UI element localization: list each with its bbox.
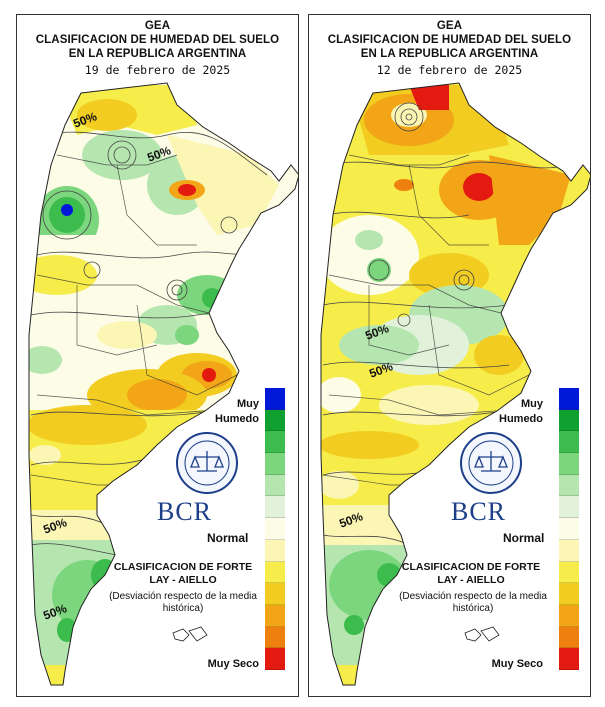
map-panel-feb-12: GEA CLASIFICACION DE HUMEDAD DEL SUELO E…	[308, 14, 591, 697]
legend-top-label: Muy Humedo	[499, 398, 543, 425]
scale-swatch	[559, 561, 579, 584]
bcr-logo-text: BCR	[157, 497, 213, 526]
title-line-2: CLASIFICACION DE HUMEDAD DEL SUELO	[327, 34, 572, 46]
map-title: GEA CLASIFICACION DE HUMEDAD DEL SUELO E…	[17, 19, 298, 78]
scale-swatch	[559, 539, 579, 562]
scale-swatch	[265, 561, 285, 584]
scale-swatch	[265, 539, 285, 562]
scale-swatch	[265, 409, 285, 432]
title-line-3: EN LA REPUBLICA ARGENTINA	[68, 48, 247, 60]
scale-swatch	[265, 518, 285, 540]
malvinas-islands	[172, 626, 208, 642]
scale-swatch	[559, 453, 579, 475]
map-title: GEA CLASIFICACION DE HUMEDAD DEL SUELO E…	[309, 19, 590, 78]
bcr-seal-logo	[460, 432, 522, 494]
bcr-logo-text: BCR	[451, 497, 507, 526]
soil-moisture-map	[320, 82, 590, 686]
scale-swatch	[265, 648, 285, 670]
scale-swatch	[559, 388, 579, 410]
scale-swatch	[265, 583, 285, 605]
map-date: 19 de febrero de 2025	[84, 63, 231, 77]
scale-swatch	[265, 431, 285, 454]
scale-swatch	[265, 496, 285, 519]
map-panel-feb-19: GEA CLASIFICACION DE HUMEDAD DEL SUELO E…	[16, 14, 299, 697]
scale-swatch	[265, 388, 285, 410]
scale-swatch	[559, 518, 579, 540]
scale-swatch	[559, 626, 579, 649]
scale-swatch	[265, 474, 285, 497]
title-line-1: GEA	[436, 20, 463, 32]
classification-title: CLASIFICACION DE FORTE LAY - AIELLO	[113, 561, 253, 586]
scale-swatch	[559, 648, 579, 670]
legend-top-label: Muy Humedo	[215, 398, 259, 425]
scale-swatch	[559, 583, 579, 605]
bcr-seal-logo	[176, 432, 238, 494]
title-line-3: EN LA REPUBLICA ARGENTINA	[360, 48, 539, 60]
scale-swatch	[559, 431, 579, 454]
color-scale	[265, 388, 285, 670]
legend-bottom-label: Muy Seco	[491, 658, 543, 670]
soil-moisture-map	[28, 82, 298, 686]
legend-bottom-label: Muy Seco	[207, 658, 259, 670]
map-date: 12 de febrero de 2025	[376, 63, 523, 77]
title-line-1: GEA	[144, 20, 171, 32]
scale-swatch	[559, 474, 579, 497]
scale-swatch	[265, 626, 285, 649]
malvinas-islands	[464, 626, 500, 642]
scale-swatch	[559, 604, 579, 627]
legend-normal-label: Normal	[207, 531, 249, 545]
classification-note: (Desviación respecto de la media históri…	[109, 591, 257, 614]
legend-normal-label: Normal	[503, 531, 545, 545]
scale-swatch	[559, 496, 579, 519]
scale-swatch	[265, 453, 285, 475]
classification-note: (Desviación respecto de la media históri…	[399, 591, 547, 614]
scale-swatch	[559, 409, 579, 432]
title-line-2: CLASIFICACION DE HUMEDAD DEL SUELO	[35, 34, 280, 46]
classification-title: CLASIFICACION DE FORTE LAY - AIELLO	[401, 561, 541, 586]
color-scale	[559, 388, 579, 670]
scale-swatch	[265, 604, 285, 627]
